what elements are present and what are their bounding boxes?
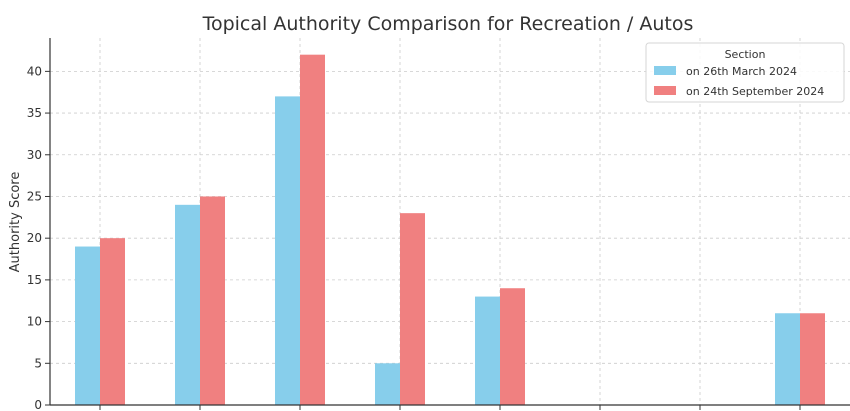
bar-series-0-cat-0 [75,246,100,405]
bar-series-1-cat-3 [400,213,425,405]
y-tick-label: 10 [27,315,42,329]
legend-label-september: on 24th September 2024 [686,85,824,98]
legend: Section on 26th March 2024 on 24th Septe… [645,42,845,103]
y-tick-label: 15 [27,273,42,287]
chart-title: Topical Authority Comparison for Recreat… [202,13,694,35]
bar-series-0-cat-1 [175,204,200,405]
legend-swatch-september [654,86,676,95]
y-tick-label: 25 [27,189,42,203]
y-tick-label: 0 [34,398,42,411]
bar-series-1-cat-1 [200,196,225,405]
legend-box [645,42,845,103]
bar-series-0-cat-4 [475,296,500,405]
y-tick-label: 35 [27,106,42,120]
y-ticks: 0 5 10 15 20 25 30 35 40 [27,64,50,411]
legend-label-march: on 26th March 2024 [686,65,797,78]
y-tick-label: 20 [27,231,42,245]
bar-series-1-cat-0 [100,238,125,405]
bar-series-1-cat-2 [300,54,325,405]
y-axis-label: Authority Score [8,172,23,273]
bar-series-0-cat-2 [275,96,300,406]
legend-title: Section [725,48,766,61]
bar-series-0-cat-3 [375,363,400,405]
x-ticks [99,405,801,410]
y-tick-label: 40 [27,64,42,78]
bar-series-1-cat-4 [500,288,525,405]
legend-swatch-march [654,66,676,75]
y-tick-label: 30 [27,148,42,162]
axes [49,38,850,406]
bars [75,54,825,406]
bar-series-1-cat-7 [800,313,825,405]
bar-series-0-cat-7 [775,313,800,405]
y-tick-label: 5 [34,356,42,370]
